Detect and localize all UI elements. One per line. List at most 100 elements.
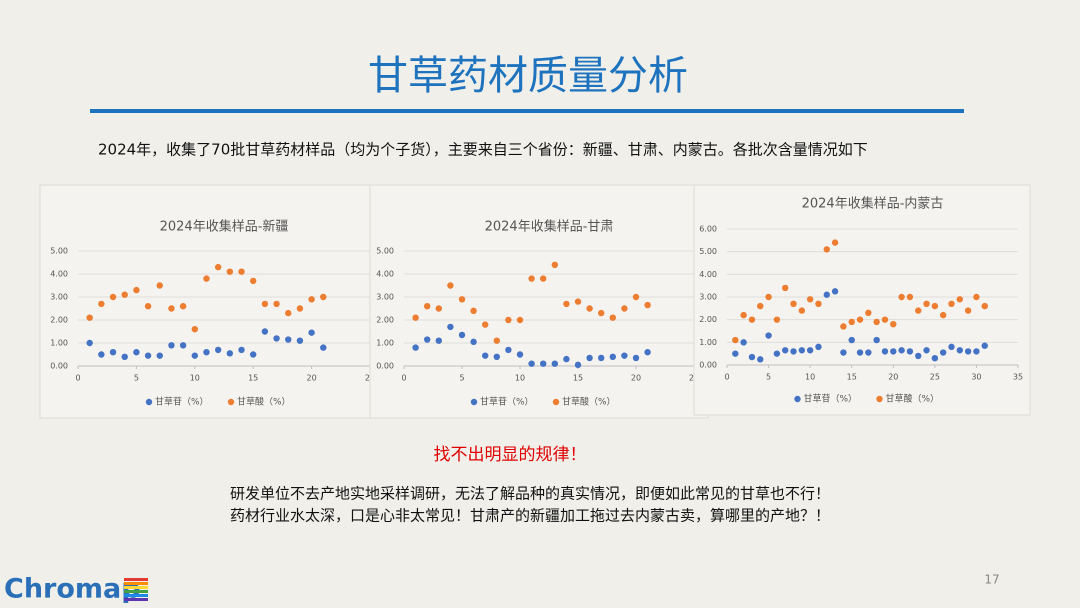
legend-label: 甘草苷（%） bbox=[804, 393, 858, 405]
point bbox=[273, 335, 280, 342]
point bbox=[732, 336, 739, 344]
point bbox=[179, 342, 187, 349]
point bbox=[133, 349, 140, 356]
point bbox=[881, 348, 889, 355]
point bbox=[806, 296, 814, 303]
y-tick-label: 1.00 bbox=[50, 339, 68, 348]
point bbox=[86, 339, 93, 347]
point bbox=[644, 349, 651, 356]
point bbox=[865, 309, 872, 317]
y-tick-label: 3.00 bbox=[699, 293, 717, 302]
point bbox=[285, 309, 292, 317]
y-tick-label: 5.00 bbox=[699, 247, 717, 256]
x-tick-label: 20 bbox=[307, 374, 317, 383]
x-tick-label: 15 bbox=[248, 374, 258, 383]
x-tick-label: 0 bbox=[75, 374, 80, 383]
point bbox=[586, 354, 593, 362]
point bbox=[586, 305, 593, 312]
point bbox=[203, 349, 210, 356]
point bbox=[948, 300, 955, 307]
legend-marker bbox=[470, 398, 478, 406]
y-tick-label: 0.00 bbox=[376, 362, 394, 371]
point bbox=[156, 352, 163, 359]
point bbox=[482, 321, 489, 328]
x-tick-label: 5 bbox=[134, 374, 139, 383]
point bbox=[632, 293, 640, 301]
point bbox=[881, 316, 889, 323]
point bbox=[840, 349, 847, 356]
point bbox=[528, 275, 535, 282]
point bbox=[939, 349, 947, 356]
point bbox=[644, 301, 651, 309]
intro-text: 2024年，收集了70批甘草药材样品（均为个子货），主要来自三个省份：新疆、甘肃… bbox=[98, 141, 868, 159]
legend-marker bbox=[876, 395, 883, 403]
point bbox=[261, 300, 269, 308]
legend-label: 甘草酸（%） bbox=[237, 396, 291, 408]
point bbox=[964, 307, 972, 314]
point bbox=[598, 354, 605, 362]
y-tick-label: 1.00 bbox=[376, 339, 394, 348]
x-tick-label: 10 bbox=[805, 373, 815, 382]
point bbox=[574, 298, 582, 305]
point bbox=[121, 353, 128, 360]
point bbox=[740, 311, 747, 319]
y-tick-label: 0.00 bbox=[50, 362, 68, 371]
point bbox=[563, 355, 570, 363]
y-tick-label: 4.00 bbox=[376, 270, 394, 279]
point bbox=[906, 293, 914, 301]
point bbox=[621, 352, 628, 359]
x-tick-label: 15 bbox=[573, 374, 583, 383]
point bbox=[773, 316, 781, 323]
point bbox=[435, 305, 442, 312]
point bbox=[203, 275, 210, 282]
logo: Chromap bbox=[4, 574, 141, 605]
point bbox=[598, 309, 605, 317]
chart-area bbox=[369, 184, 709, 419]
y-tick-label: 3.00 bbox=[50, 293, 68, 302]
point bbox=[447, 323, 454, 331]
point bbox=[470, 338, 477, 346]
x-tick-label: 10 bbox=[515, 374, 525, 383]
point bbox=[856, 349, 864, 356]
x-tick-label: 30 bbox=[971, 373, 981, 382]
point bbox=[320, 344, 327, 351]
point bbox=[98, 351, 105, 358]
point bbox=[238, 346, 245, 354]
point bbox=[109, 349, 117, 356]
point bbox=[273, 300, 280, 308]
point bbox=[798, 347, 806, 354]
point bbox=[320, 293, 327, 301]
point bbox=[798, 307, 806, 314]
point bbox=[296, 337, 304, 344]
point bbox=[840, 323, 847, 330]
point bbox=[563, 300, 570, 308]
point bbox=[765, 293, 772, 301]
point bbox=[790, 300, 797, 307]
point bbox=[757, 356, 764, 363]
legend-marker bbox=[145, 398, 153, 406]
point bbox=[732, 350, 739, 357]
point bbox=[285, 336, 292, 343]
point bbox=[250, 351, 257, 358]
chart-area bbox=[693, 184, 1031, 416]
y-tick-label: 3.00 bbox=[376, 293, 394, 302]
legend-label: 甘草酸（%） bbox=[886, 393, 940, 405]
point bbox=[412, 344, 419, 351]
x-tick-label: 20 bbox=[631, 374, 641, 383]
point bbox=[931, 355, 939, 362]
point bbox=[865, 349, 872, 356]
point bbox=[831, 239, 839, 246]
point bbox=[482, 352, 489, 359]
point bbox=[831, 288, 839, 295]
point bbox=[516, 351, 524, 358]
point bbox=[915, 307, 922, 314]
point bbox=[109, 293, 117, 301]
point bbox=[765, 332, 772, 339]
x-tick-label: 5 bbox=[766, 373, 771, 382]
point bbox=[906, 348, 914, 355]
point bbox=[435, 337, 442, 344]
y-tick-label: 2.00 bbox=[376, 316, 394, 325]
body-line: 药材行业水太深，口是心非太常见！甘肃产的新疆加工拖过去内蒙古卖，算哪里的产地？！ bbox=[230, 507, 830, 525]
point bbox=[308, 329, 315, 336]
